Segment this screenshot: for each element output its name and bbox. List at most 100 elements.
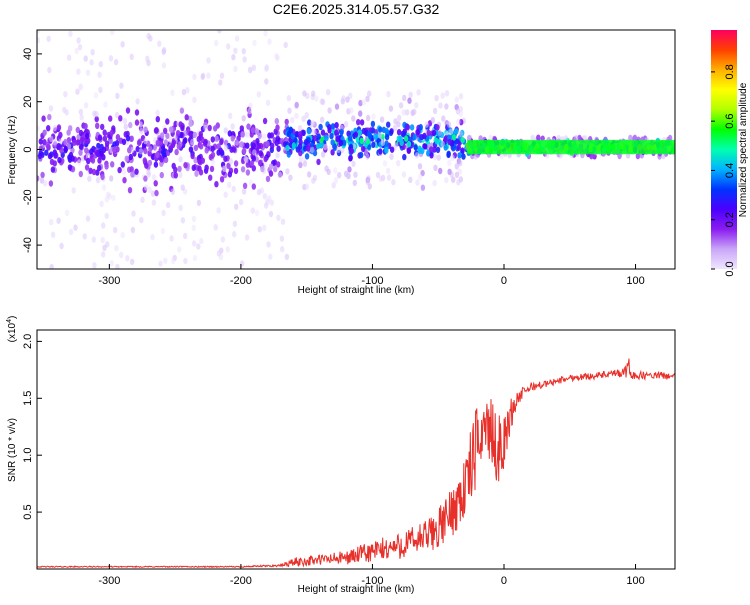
spectrogram-cell — [134, 109, 140, 116]
spectrogram-cell — [177, 165, 182, 173]
spectrogram-cell — [74, 47, 79, 55]
spectrogram-cell — [48, 105, 54, 112]
spectrogram-cell — [285, 168, 290, 175]
spectrogram-cell — [144, 184, 149, 191]
spectrogram-cell — [165, 118, 170, 125]
spectrogram-cell — [432, 179, 437, 187]
spectrogram-cell — [440, 140, 445, 148]
spectrogram-cell — [158, 260, 163, 267]
spectrogram-cell — [179, 107, 185, 114]
spectrogram-cell — [454, 96, 459, 103]
spectrogram-cell — [265, 175, 271, 183]
spectrogram-cell — [115, 263, 120, 269]
y-tick-label: -20 — [22, 189, 34, 205]
spectrogram-cell — [617, 152, 622, 160]
spectrogram-cell — [199, 143, 204, 150]
spectrogram-cell — [435, 124, 440, 131]
spectrogram-cell — [263, 162, 268, 169]
spectrogram-cell — [279, 235, 285, 242]
spectrogram-cell — [277, 171, 283, 178]
spectrogram-cell — [216, 250, 222, 257]
spectrogram-cell — [262, 117, 268, 125]
spectrogram-cell — [301, 129, 306, 137]
spectrogram-cell — [95, 122, 100, 129]
spectrogram-cell — [408, 176, 413, 183]
spectrogram-cell — [450, 154, 455, 161]
spectrogram-cell — [101, 184, 107, 191]
spectrogram-cell — [200, 72, 206, 80]
spectrogram-cell — [414, 102, 419, 109]
spectrogram-cell — [430, 117, 435, 124]
spectrogram-cell — [76, 134, 81, 141]
spectrogram-cell — [176, 143, 181, 150]
spectrogram-cell — [59, 242, 64, 250]
spectrogram-cell — [440, 92, 445, 99]
spectrogram-cell — [388, 105, 394, 112]
spectrogram-cell — [99, 150, 104, 157]
spectrogram-cell — [325, 89, 331, 96]
spectrogram-cell — [214, 181, 219, 188]
y-tick-label: 1.5 — [22, 391, 34, 406]
spectrogram-cell — [188, 120, 193, 128]
spectrogram-cell — [47, 66, 52, 74]
spectrogram-cell — [135, 98, 140, 105]
colorbar-label: Normalized spectral amplitude — [738, 82, 749, 217]
spectrogram-cell — [49, 135, 54, 142]
spectrogram-cell — [161, 209, 166, 217]
spectrogram-cell — [46, 35, 51, 42]
spectrogram-cell — [210, 136, 215, 143]
spectrogram-cell — [298, 138, 303, 146]
spectrogram-cell — [234, 35, 240, 42]
spectrogram-cell — [420, 147, 425, 155]
spectrogram-cell — [429, 146, 434, 153]
spectrogram-cell — [632, 134, 638, 141]
spectrogram-cell — [204, 164, 209, 171]
spectrogram-cell — [370, 120, 376, 128]
spectrogram-cell — [130, 171, 135, 178]
spectrogram-cell — [84, 147, 89, 154]
spectrogram-cell — [89, 148, 94, 155]
spectrogram-cell — [432, 146, 437, 153]
spectrogram-cell — [437, 129, 442, 136]
spectrogram-cell — [77, 159, 82, 166]
spectrogram-cell — [312, 128, 317, 136]
spectrogram-cell — [371, 113, 376, 120]
colorbar: 0.0 0.2 0.4 0.6 0.8 Normalized spectral ampl… — [711, 30, 749, 277]
spectrogram-cell — [304, 183, 310, 190]
spectrogram-cell — [327, 127, 332, 134]
spectrogram-cell — [134, 168, 139, 175]
spectrogram-cell — [451, 176, 456, 183]
spectrogram-cell — [330, 149, 335, 156]
spectrogram-cell — [168, 126, 174, 133]
spectrogram-cell — [155, 116, 160, 123]
spectrogram-cell — [157, 40, 162, 47]
spectrogram-cell — [98, 60, 104, 68]
spectrogram-cell — [139, 127, 144, 135]
spectrogram-cell — [316, 133, 321, 140]
spectrogram-cell — [93, 92, 99, 99]
spectrogram-cell — [111, 194, 116, 201]
spectrogram-cell — [248, 67, 253, 74]
spectrogram-cell — [431, 129, 437, 137]
spectrogram-cell — [426, 129, 431, 137]
y-tick-label: 40 — [22, 48, 34, 60]
spectrogram-cell — [357, 129, 363, 136]
x-tick-label: -100 — [361, 275, 383, 287]
spectrogram-cell — [44, 149, 49, 156]
spectrogram-cell — [171, 139, 176, 146]
spectrogram-cell — [125, 107, 131, 114]
spectrogram-cell — [371, 141, 376, 148]
spectrogram-cell — [375, 171, 381, 179]
spectrogram-cell — [91, 236, 97, 243]
spectrogram-cell — [327, 107, 332, 114]
spectrogram-cell — [210, 158, 216, 166]
spectrogram-cell — [284, 118, 289, 126]
spectrogram-cell — [38, 138, 43, 145]
spectrogram-cell — [435, 146, 441, 154]
spectrogram-cell — [301, 115, 306, 123]
spectrogram-cell — [358, 110, 363, 117]
spectrogram-cell — [192, 131, 198, 138]
spectrogram-cell — [290, 116, 295, 124]
x-tick-label: -300 — [98, 275, 120, 287]
spectrogram-cell — [466, 134, 472, 142]
